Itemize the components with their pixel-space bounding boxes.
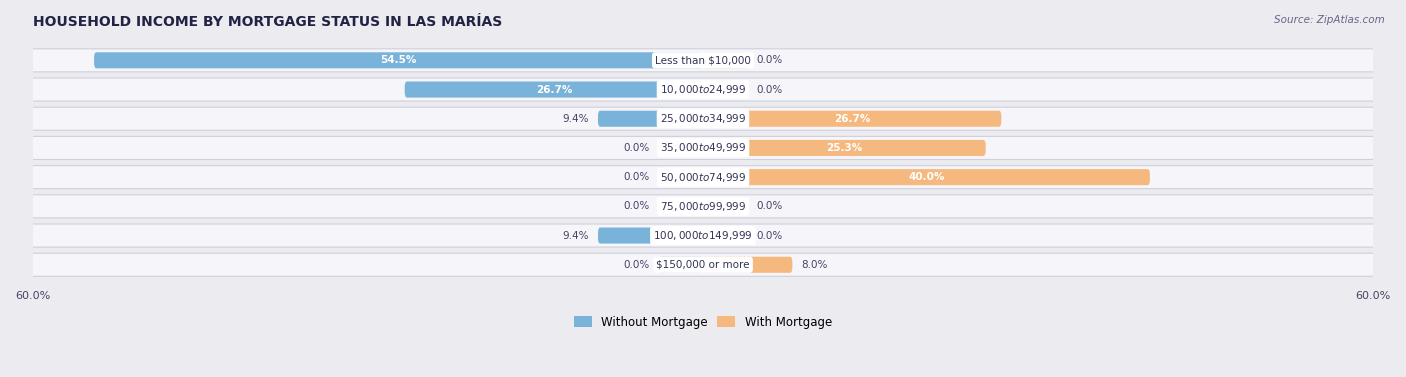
Text: Source: ZipAtlas.com: Source: ZipAtlas.com: [1274, 15, 1385, 25]
Text: Less than $10,000: Less than $10,000: [655, 55, 751, 65]
Text: 0.0%: 0.0%: [623, 172, 650, 182]
FancyBboxPatch shape: [94, 52, 703, 68]
FancyBboxPatch shape: [27, 195, 1379, 218]
Text: 8.0%: 8.0%: [801, 260, 828, 270]
FancyBboxPatch shape: [703, 257, 793, 273]
Text: 0.0%: 0.0%: [623, 143, 650, 153]
Text: 0.0%: 0.0%: [623, 260, 650, 270]
Text: $35,000 to $49,999: $35,000 to $49,999: [659, 141, 747, 155]
FancyBboxPatch shape: [703, 111, 1001, 127]
FancyBboxPatch shape: [703, 52, 748, 68]
FancyBboxPatch shape: [27, 253, 1379, 276]
FancyBboxPatch shape: [27, 78, 1379, 101]
FancyBboxPatch shape: [703, 81, 748, 98]
FancyBboxPatch shape: [27, 107, 1379, 130]
Legend: Without Mortgage, With Mortgage: Without Mortgage, With Mortgage: [569, 311, 837, 333]
FancyBboxPatch shape: [27, 136, 1379, 159]
Text: 0.0%: 0.0%: [756, 55, 783, 65]
Text: 0.0%: 0.0%: [756, 201, 783, 211]
FancyBboxPatch shape: [598, 227, 703, 244]
Text: 9.4%: 9.4%: [562, 114, 589, 124]
Text: $150,000 or more: $150,000 or more: [657, 260, 749, 270]
Text: $100,000 to $149,999: $100,000 to $149,999: [654, 229, 752, 242]
FancyBboxPatch shape: [27, 166, 1379, 188]
Text: 9.4%: 9.4%: [562, 231, 589, 241]
Text: 26.7%: 26.7%: [536, 84, 572, 95]
Text: 26.7%: 26.7%: [834, 114, 870, 124]
Text: 25.3%: 25.3%: [827, 143, 862, 153]
FancyBboxPatch shape: [405, 81, 703, 98]
Text: 40.0%: 40.0%: [908, 172, 945, 182]
Text: $25,000 to $34,999: $25,000 to $34,999: [659, 112, 747, 125]
Text: 54.5%: 54.5%: [381, 55, 416, 65]
Text: 0.0%: 0.0%: [756, 84, 783, 95]
FancyBboxPatch shape: [27, 49, 1379, 72]
FancyBboxPatch shape: [658, 198, 703, 215]
Text: $10,000 to $24,999: $10,000 to $24,999: [659, 83, 747, 96]
FancyBboxPatch shape: [27, 224, 1379, 247]
Text: 0.0%: 0.0%: [623, 201, 650, 211]
Text: $75,000 to $99,999: $75,000 to $99,999: [659, 200, 747, 213]
FancyBboxPatch shape: [703, 169, 1150, 185]
Text: HOUSEHOLD INCOME BY MORTGAGE STATUS IN LAS MARÍAS: HOUSEHOLD INCOME BY MORTGAGE STATUS IN L…: [32, 15, 502, 29]
FancyBboxPatch shape: [598, 111, 703, 127]
Text: $50,000 to $74,999: $50,000 to $74,999: [659, 171, 747, 184]
FancyBboxPatch shape: [658, 257, 703, 273]
FancyBboxPatch shape: [703, 198, 748, 215]
FancyBboxPatch shape: [703, 140, 986, 156]
Text: 0.0%: 0.0%: [756, 231, 783, 241]
FancyBboxPatch shape: [658, 140, 703, 156]
FancyBboxPatch shape: [703, 227, 748, 244]
FancyBboxPatch shape: [658, 169, 703, 185]
